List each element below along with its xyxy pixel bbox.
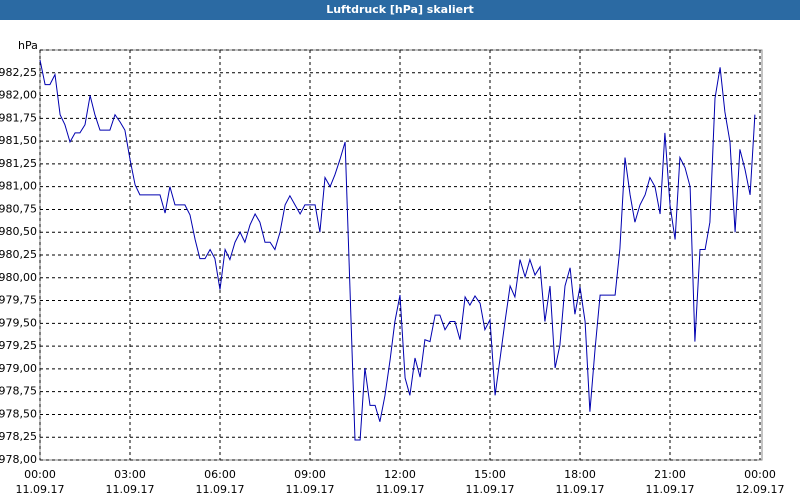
x-tick-label: 21:00 bbox=[654, 468, 686, 481]
y-tick-label: 981,50 bbox=[0, 134, 37, 147]
y-tick-label: 978,50 bbox=[0, 407, 37, 420]
y-tick-label: 978,75 bbox=[0, 385, 37, 398]
x-tick-label: 00:00 bbox=[24, 468, 56, 481]
y-tick-label: 979,75 bbox=[0, 294, 37, 307]
x-tick-date: 11.09.17 bbox=[106, 483, 155, 496]
y-tick-label: 981,25 bbox=[0, 157, 37, 170]
y-tick-label: 979,50 bbox=[0, 316, 37, 329]
x-tick-date: 11.09.17 bbox=[466, 483, 515, 496]
x-tick-date: 11.09.17 bbox=[646, 483, 695, 496]
x-tick-label: 03:00 bbox=[114, 468, 146, 481]
y-tick-label: 982,25 bbox=[0, 66, 37, 79]
x-tick-date: 11.09.17 bbox=[286, 483, 335, 496]
y-tick-label: 980,75 bbox=[0, 202, 37, 215]
x-tick-date: 11.09.17 bbox=[556, 483, 605, 496]
y-tick-label: 980,25 bbox=[0, 248, 37, 261]
y-tick-label: 978,00 bbox=[0, 453, 37, 466]
y-tick-label: 981,00 bbox=[0, 180, 37, 193]
data-line bbox=[39, 59, 756, 441]
y-tick-label: 978,25 bbox=[0, 430, 37, 443]
y-unit: hPa bbox=[18, 39, 38, 52]
x-tick-label: 06:00 bbox=[204, 468, 236, 481]
y-tick-label: 979,00 bbox=[0, 362, 37, 375]
x-tick-date: 12.09.17 bbox=[736, 483, 785, 496]
x-tick-label: 12:00 bbox=[384, 468, 416, 481]
y-tick-label: 981,75 bbox=[0, 111, 37, 124]
x-tick-label: 15:00 bbox=[474, 468, 506, 481]
y-tick-label: 980,50 bbox=[0, 225, 37, 238]
x-tick-date: 11.09.17 bbox=[376, 483, 425, 496]
x-tick-label: 00:00 bbox=[744, 468, 776, 481]
title-bar: Luftdruck [hPa] skaliert bbox=[0, 0, 800, 20]
chart: hPa 978,00 978,25 978,50 978,75 979,00 979,25… bbox=[0, 39, 785, 496]
x-tick-date: 11.09.17 bbox=[16, 483, 65, 496]
y-tick-label: 980,00 bbox=[0, 271, 37, 284]
x-tick-label: 09:00 bbox=[294, 468, 326, 481]
x-tick-label: 18:00 bbox=[564, 468, 596, 481]
y-tick-label: 979,25 bbox=[0, 339, 37, 352]
x-tick-date: 11.09.17 bbox=[196, 483, 245, 496]
y-tick-label: 982,00 bbox=[0, 89, 37, 102]
